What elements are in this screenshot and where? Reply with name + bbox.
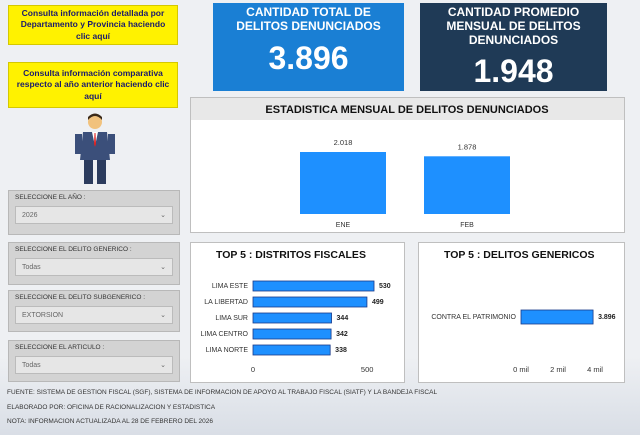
kpi-card: CANTIDAD TOTAL DE DELITOS DENUNCIADOS 3.… xyxy=(213,3,404,91)
chart-panel: TOP 5 : DISTRITOS FISCALES 0 500 LIMA ESTE 5… xyxy=(190,242,405,383)
data-label: 342 xyxy=(336,331,348,338)
y-tick-label: LA LIBERTAD xyxy=(204,299,248,306)
x-tick-label: 0 mil xyxy=(513,365,529,374)
dropdown-value: EXTORSION xyxy=(22,311,64,319)
x-tick-label: 4 mil xyxy=(587,365,603,374)
chart-title: TOP 5 : DISTRITOS FISCALES xyxy=(216,249,366,261)
slicer: SELECCIONE EL AÑO : 2026 ⌄ xyxy=(8,190,180,235)
y-tick-label: LIMA CENTRO xyxy=(201,331,249,338)
chart-panel: ESTADISTICA MENSUAL DE DELITOS DENUNCIAD… xyxy=(190,97,625,233)
slicer: SELECCIONE EL ARTICULO : Todas ⌄ xyxy=(8,340,180,382)
data-label: 499 xyxy=(372,299,384,306)
x-tick-label: ENE xyxy=(336,222,351,229)
slicer: SELECCIONE EL DELITO SUBGENERICO : EXTORS… xyxy=(8,290,180,332)
bar xyxy=(252,328,332,340)
dropdown[interactable]: EXTORSION ⌄ xyxy=(15,306,173,324)
dropdown[interactable]: Todas ⌄ xyxy=(15,258,173,276)
bar xyxy=(252,312,332,324)
dropdown-value: Todas xyxy=(22,263,41,271)
kpi-value: 1.948 xyxy=(473,53,554,90)
chevron: ⌄ xyxy=(160,312,166,319)
chart-title: TOP 5 : DELITOS GENERICOS xyxy=(444,249,595,261)
data-label: 530 xyxy=(379,283,391,290)
slicer-label: SELECCIONE EL DELITO GENERICO : xyxy=(15,246,132,253)
chart: TOP 5 : DISTRITOS FISCALES 0 500 LIMA ESTE 5… xyxy=(201,249,391,374)
chevron: ⌄ xyxy=(160,212,166,219)
x-tick-label: 0 xyxy=(251,365,255,374)
bar xyxy=(300,152,386,214)
kpi-value: 3.896 xyxy=(268,39,349,76)
person-icon xyxy=(75,113,115,184)
dropdown-value: 2026 xyxy=(22,211,38,219)
data-label: 344 xyxy=(337,315,349,322)
bar xyxy=(520,309,594,325)
y-tick-label: LIMA ESTE xyxy=(212,283,249,290)
y-tick-label: LIMA NORTE xyxy=(206,347,249,354)
footer-text: ELABORADO POR: OFICINA DE RACIONALIZACIO… xyxy=(7,404,216,411)
slicer: SELECCIONE EL DELITO GENERICO : Todas ⌄ xyxy=(8,242,180,285)
x-tick-label: 2 mil xyxy=(550,365,566,374)
bar xyxy=(252,344,331,356)
data-label: 3.896 xyxy=(598,314,616,321)
dropdown-value: Todas xyxy=(22,361,41,369)
x-tick-label: FEB xyxy=(460,222,474,229)
bar xyxy=(424,156,510,214)
dropdown[interactable]: 2026 ⌄ xyxy=(15,206,173,224)
link-button[interactable]: Consulta información comparativa respect… xyxy=(8,62,178,108)
chevron: ⌄ xyxy=(160,362,166,369)
link-button[interactable]: Consulta información detallada por Depar… xyxy=(8,5,178,45)
slicer-label: SELECCIONE EL AÑO : xyxy=(15,194,86,201)
y-tick-label: CONTRA EL PATRIMONIO xyxy=(431,314,516,321)
chevron: ⌄ xyxy=(160,264,166,271)
data-label: 338 xyxy=(335,347,347,354)
y-tick-label: LIMA SUR xyxy=(215,315,248,322)
chart-panel: TOP 5 : DELITOS GENERICOS 0 mil 2 mil 4 mil… xyxy=(418,242,625,383)
dropdown[interactable]: Todas ⌄ xyxy=(15,356,173,374)
bar xyxy=(252,280,375,292)
kpi-title: CANTIDAD TOTAL DE DELITOS DENUNCIADOS xyxy=(236,5,381,33)
slicer-label: SELECCIONE EL DELITO SUBGENERICO : xyxy=(15,294,146,301)
title-band xyxy=(191,98,624,120)
chart: TOP 5 : DELITOS GENERICOS 0 mil 2 mil 4 mil… xyxy=(431,249,616,374)
chart-title: ESTADISTICA MENSUAL DE DELITOS DENUNCIAD… xyxy=(265,104,548,116)
x-tick-label: 500 xyxy=(361,365,374,374)
kpi-card: CANTIDAD PROMEDIO MENSUAL DE DELITOS DEN… xyxy=(420,3,607,91)
data-label: 2.018 xyxy=(334,138,353,147)
kpi-title: CANTIDAD PROMEDIO MENSUAL DE DELITOS DEN… xyxy=(446,5,581,47)
footer-text: FUENTE: SISTEMA DE GESTION FISCAL (SGF),… xyxy=(7,389,438,396)
slicer-label: SELECCIONE EL ARTICULO : xyxy=(15,344,105,351)
data-label: 1.878 xyxy=(458,142,477,151)
chart: ESTADISTICA MENSUAL DE DELITOS DENUNCIAD… xyxy=(191,98,624,229)
bar xyxy=(252,296,368,308)
footer-text: NOTA: INFORMACION ACTUALIZADA AL 28 DE F… xyxy=(7,418,214,425)
